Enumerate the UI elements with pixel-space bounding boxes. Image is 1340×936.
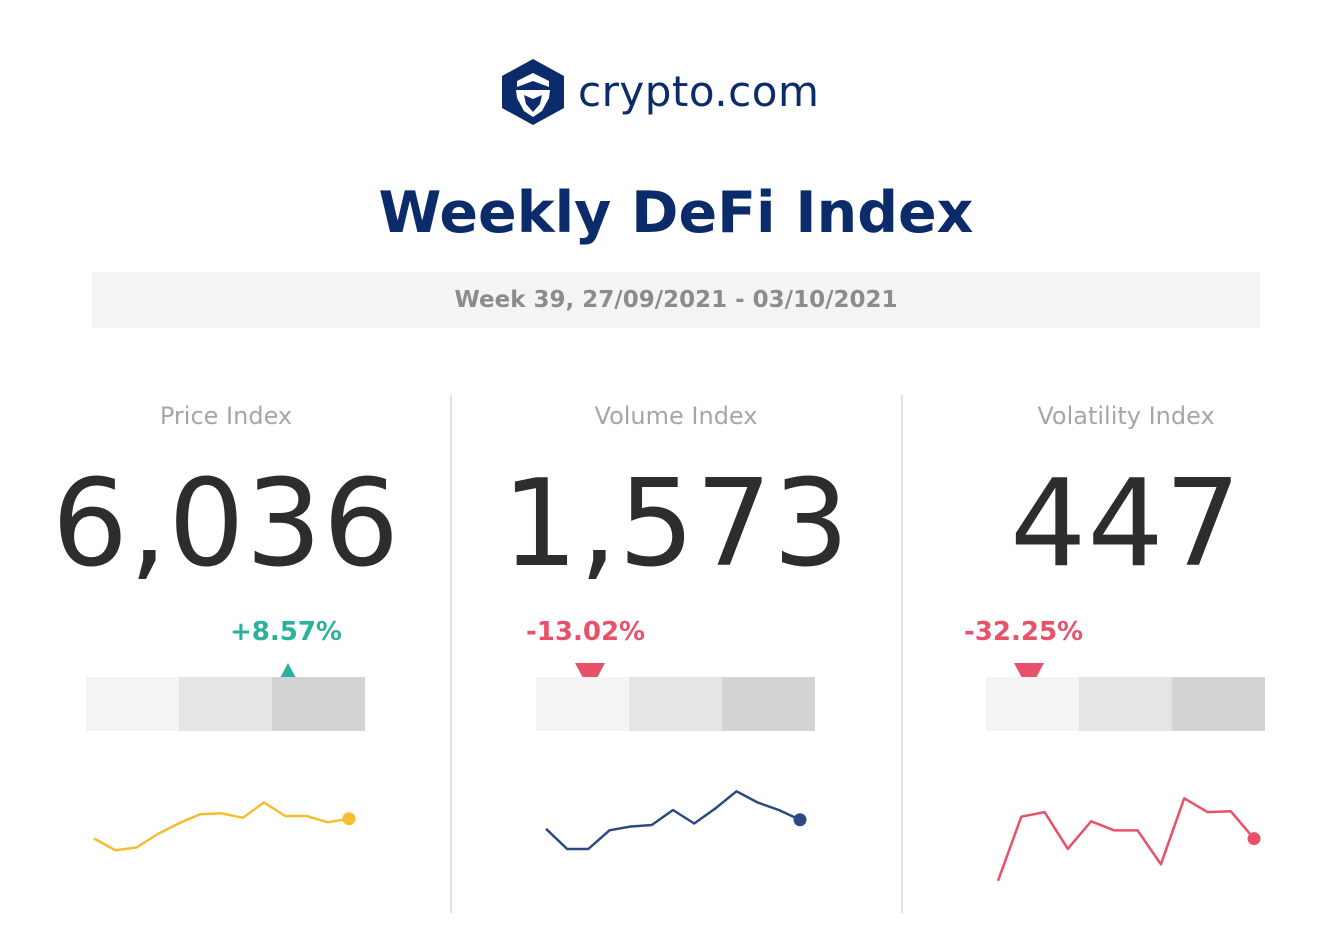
scale-band-mid bbox=[179, 677, 272, 731]
volume-index-panel: Volume Index 1,573 -13.02% bbox=[496, 395, 856, 915]
price-index-sparkline bbox=[93, 801, 356, 852]
volume-index-label: Volume Index bbox=[594, 402, 758, 430]
crypto-com-lion-shield-icon bbox=[502, 59, 564, 125]
price-index-change: +8.57% bbox=[230, 617, 342, 647]
scale-band-high bbox=[722, 677, 815, 731]
volume-index-sparkline bbox=[545, 790, 807, 851]
sparkline-series-line bbox=[93, 801, 350, 852]
sparkline-endpoint bbox=[1247, 832, 1261, 846]
sparkline-series-line bbox=[545, 790, 801, 851]
week-range-bar: Week 39, 27/09/2021 - 03/10/2021 bbox=[92, 272, 1260, 328]
scale-band-high bbox=[272, 677, 365, 731]
price-index-scale bbox=[86, 677, 365, 731]
sparkline-endpoint bbox=[342, 812, 356, 826]
volume-index-change: -13.02% bbox=[526, 617, 646, 647]
price-index-label: Price Index bbox=[159, 402, 293, 430]
sparkline-series-line bbox=[996, 797, 1255, 882]
brand-logo: crypto.com bbox=[500, 56, 819, 128]
volatility-index-sparkline bbox=[996, 797, 1261, 882]
volatility-index-scale bbox=[986, 677, 1265, 731]
volatility-index-value: 447 bbox=[1009, 455, 1243, 594]
volatility-index-label: Volatility Index bbox=[1037, 402, 1215, 430]
volatility-index-panel: Volatility Index 447 -32.25% bbox=[946, 395, 1306, 915]
scale-band-low bbox=[986, 677, 1079, 731]
scale-band-low bbox=[86, 677, 179, 731]
scale-band-low bbox=[536, 677, 629, 731]
price-index-panel: Price Index 6,036 +8.57% bbox=[46, 395, 406, 915]
scale-band-mid bbox=[629, 677, 722, 731]
page-title: Weekly DeFi Index bbox=[378, 180, 974, 246]
volume-index-scale bbox=[536, 677, 815, 731]
price-index-value: 6,036 bbox=[51, 455, 401, 594]
scale-band-mid bbox=[1079, 677, 1172, 731]
column-divider bbox=[901, 395, 903, 913]
volatility-index-change: -32.25% bbox=[964, 617, 1084, 647]
brand-name: crypto.com bbox=[578, 67, 820, 116]
sparkline-endpoint bbox=[793, 813, 807, 827]
week-range-label: Week 39, 27/09/2021 - 03/10/2021 bbox=[454, 287, 898, 313]
volume-index-value: 1,573 bbox=[501, 455, 851, 594]
scale-band-high bbox=[1172, 677, 1265, 731]
column-divider bbox=[450, 395, 452, 913]
